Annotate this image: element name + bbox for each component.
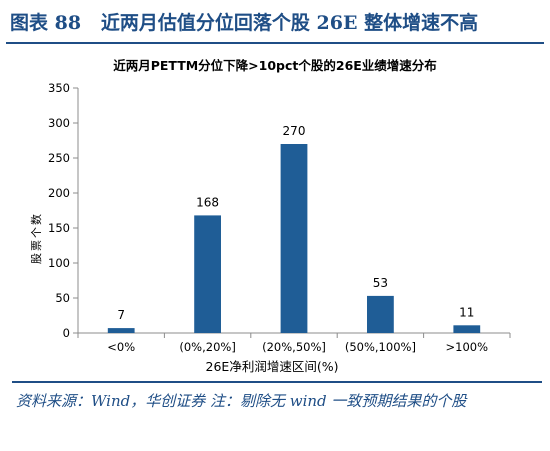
bar-value-label: 53 xyxy=(373,276,388,290)
y-tick-label: 0 xyxy=(63,326,70,340)
chart-title: 近两月PETTM分位下降>10pct个股的26E业绩增速分布 xyxy=(113,58,437,73)
source-note: 资料来源：Wind，华创证券 注：剔除无 wind 一致预期结果的个股 xyxy=(16,392,467,410)
y-axis: 0 50 100 150 200 250 300 350 xyxy=(48,81,79,340)
bar-value-label: 7 xyxy=(117,308,125,322)
y-tick-label: 350 xyxy=(48,81,70,95)
figure-header: 图表 88 近两月估值分位回落个股 26E 整体增速不高 xyxy=(0,0,550,44)
figure-label: 图表 88 xyxy=(10,12,82,34)
bar xyxy=(280,144,308,333)
bar-value-label: 270 xyxy=(283,124,306,138)
figure-title: 图表 88 近两月估值分位回落个股 26E 整体增速不高 xyxy=(10,8,478,35)
bar-chart: 近两月PETTM分位下降>10pct个股的26E业绩增速分布 股票个数 0 50 1… xyxy=(30,58,511,374)
bar xyxy=(453,325,481,333)
source-divider xyxy=(12,381,542,383)
y-tick-label: 200 xyxy=(48,186,70,200)
y-tick-label: 250 xyxy=(48,151,70,165)
bar xyxy=(367,295,394,333)
x-tick-label: >100% xyxy=(446,340,489,354)
figure-title-text: 近两月估值分位回落个股 26E 整体增速不高 xyxy=(100,12,479,34)
x-tick-label: (50%,100%] xyxy=(345,340,416,354)
x-axis-label: 26E净利润增速区间(%) xyxy=(206,359,339,374)
x-tick-label: (0%,20%] xyxy=(179,340,235,354)
bar xyxy=(194,215,221,333)
data-labels: 7 168 270 53 11 xyxy=(117,124,474,322)
y-axis-label: 股票个数 xyxy=(30,212,43,264)
x-axis: <0% (0%,20%] (20%,50%] (50%,100%] >100% xyxy=(77,332,511,354)
bar-value-label: 168 xyxy=(196,195,219,209)
x-tick-label: <0% xyxy=(107,340,135,354)
bar-value-label: 11 xyxy=(459,305,474,319)
bar xyxy=(107,328,135,333)
title-divider xyxy=(6,42,544,44)
x-tick-label: (20%,50%] xyxy=(262,340,326,354)
y-tick-label: 50 xyxy=(55,291,70,305)
y-tick-label: 100 xyxy=(48,256,70,270)
bars xyxy=(107,144,481,333)
y-tick-label: 150 xyxy=(48,221,70,235)
y-tick-label: 300 xyxy=(48,116,70,130)
